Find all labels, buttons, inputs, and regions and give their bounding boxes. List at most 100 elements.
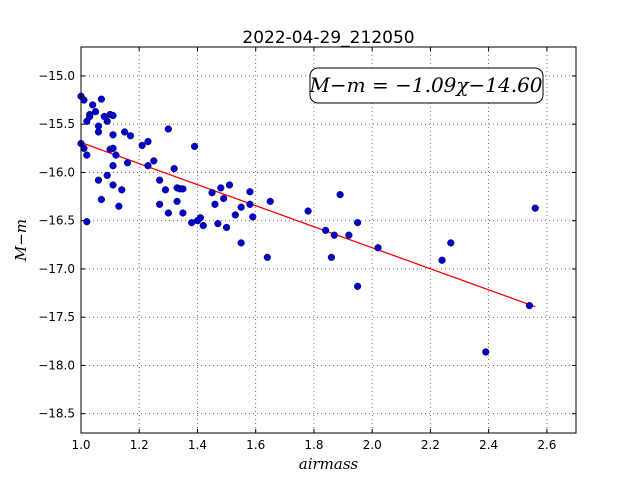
data-point [173,197,181,206]
y-tick-label: −15.0 [38,69,75,83]
y-tick-label: −16.5 [38,214,75,228]
data-point [199,221,207,230]
data-point [144,137,152,146]
data-point [80,144,88,152]
data-point [118,186,126,194]
x-tick-label: 1.0 [71,438,90,452]
axis-ticks [80,47,576,433]
data-point [83,151,91,159]
y-tick-label: −15.5 [38,117,75,131]
data-point [115,202,123,210]
data-point [170,164,178,173]
data-point [121,128,129,136]
y-tick-label: −17.5 [38,310,75,324]
data-point [109,144,117,152]
data-point [482,348,490,356]
data-point [220,194,228,203]
x-tick-labels: 1.0 1.2 1.4 1.6 1.8 2.0 2.2 2.4 2.6 [71,438,556,452]
fit-equation-box: M−m = −1.09χ−14.60 [308,67,544,104]
data-point [144,162,152,170]
data-point [327,253,336,261]
y-axis-label: M−m [12,219,30,262]
data-point [263,253,271,261]
x-axis-label: airmass [299,455,359,473]
data-point [266,197,274,206]
data-point [225,181,234,189]
data-point [336,191,344,199]
x-tick-label: 2.2 [421,438,440,452]
data-point [109,162,117,170]
x-tick-label: 2.6 [537,438,556,452]
data-point [126,132,135,140]
data-point [196,214,204,222]
data-point [345,231,353,239]
data-point [150,157,158,165]
data-point [80,96,88,104]
x-tick-label: 2.0 [363,438,382,452]
x-tick-label: 1.2 [130,438,149,452]
data-point [161,186,170,194]
data-point [246,200,254,208]
data-point [447,239,455,247]
data-point [89,101,97,109]
data-point [94,176,103,184]
chart-title: 2022-04-29_212050 [242,28,414,48]
data-point [438,256,446,264]
data-point [94,128,103,136]
y-tick-labels: −15.0 −15.5 −16.0 −16.5 −17.0 −17.5 −18.0 −18.5 [38,69,75,421]
data-point [246,188,254,196]
plot-frame [80,46,577,434]
x-tick-label: 1.6 [246,438,265,452]
data-point [217,184,225,192]
data-point [103,171,111,179]
y-tick-label: −16.0 [38,165,75,179]
data-point [164,125,172,133]
data-point [179,185,187,193]
fit-line [80,141,536,308]
data-point [179,209,187,217]
data-point [321,226,330,234]
data-point [97,195,105,204]
data-point [231,211,239,219]
data-point [91,108,100,116]
data-point [97,95,105,103]
data-point [103,117,111,125]
data-point [109,111,117,120]
data-point [330,231,338,239]
data-point [164,209,172,217]
data-point [531,204,539,212]
data-point [156,200,164,208]
y-tick-label: −18.5 [38,407,75,421]
data-point [525,302,534,310]
data-point [211,200,219,208]
data-point [222,223,231,232]
data-point [249,213,257,221]
x-tick-label: 2.4 [479,438,498,452]
data-point [190,142,199,150]
fit-equation-label: M−m = −1.09χ−14.60 [308,73,542,97]
data-point [86,112,94,121]
data-point [112,151,120,159]
data-point [237,203,245,211]
data-point [109,181,117,189]
data-point [138,141,146,150]
grid-lines [80,47,576,433]
data-point [354,219,362,227]
y-tick-label: −18.0 [38,358,75,372]
x-tick-label: 1.4 [188,438,207,452]
data-point [109,131,117,139]
y-tick-label: −17.0 [38,262,75,276]
data-point [208,189,216,197]
fit-equation-frame [309,67,544,104]
x-tick-label: 1.8 [304,438,323,452]
data-point [237,239,245,247]
data-point [214,219,222,228]
data-point [374,244,382,252]
data-point [354,282,362,290]
fit-line-segment [80,141,536,308]
data-points [77,92,539,356]
data-point [156,176,164,184]
data-point [83,218,91,226]
data-point [123,159,132,167]
